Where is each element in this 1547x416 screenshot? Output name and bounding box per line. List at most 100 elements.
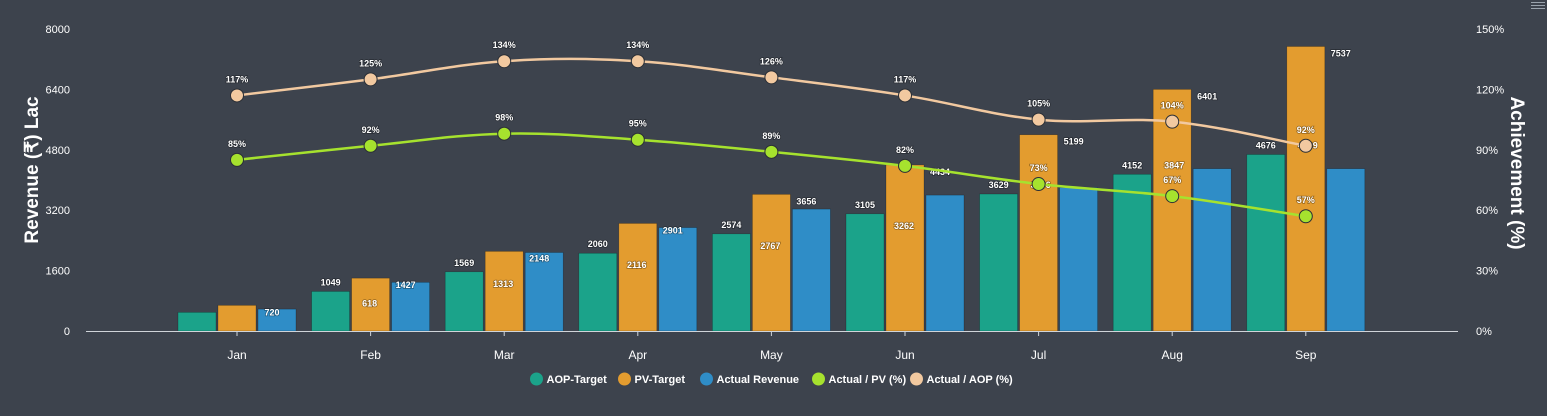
line-data-label: 95%: [629, 119, 647, 129]
bar-pv-target: [752, 194, 791, 332]
line-series-group: 85% 92% 98% 95% 89% 82% 73% 67% 57% 117% 125% 134% 1…: [225, 39, 1316, 224]
bar-aop-target: [444, 271, 484, 332]
bar-data-label: 3105: [855, 200, 875, 210]
bar-pv-target: [618, 223, 658, 332]
y2-tick-label: 120%: [1476, 84, 1504, 96]
bar-data-label: 2901: [663, 225, 683, 235]
line-data-label: 85%: [228, 139, 246, 149]
bar-data-label: 1569: [454, 258, 474, 268]
bar-data-label: 3629: [989, 180, 1009, 190]
x-tick-label: Jan: [227, 348, 246, 362]
line-point: [497, 126, 512, 141]
y2-tick-label: 60%: [1476, 205, 1498, 217]
x-tick-label: Apr: [628, 348, 647, 362]
bar-actual-revenue: [1326, 168, 1366, 332]
legend-item: PV-Target: [618, 372, 686, 386]
line-point: [898, 88, 912, 103]
bar-actual-revenue: [925, 194, 965, 332]
legend-marker: [700, 372, 713, 386]
y-tick-label: 0: [64, 326, 70, 338]
bar-actual-revenue: [524, 252, 564, 332]
line-point: [630, 54, 645, 69]
bar-actual-revenue: [1192, 168, 1232, 332]
bar-data-label: 6401: [1197, 91, 1217, 101]
y-axis-right: 0% 30% 60% 90% 120% 150%: [1476, 24, 1504, 338]
bar-aop-target: [712, 233, 751, 332]
line-point: [898, 158, 912, 173]
bar-data-label: 2060: [588, 239, 608, 249]
bar-data-label: 3656: [796, 196, 816, 206]
legend-label: Actual Revenue: [717, 374, 800, 386]
line-data-label: 125%: [359, 58, 382, 68]
legend-item: Actual / PV (%): [812, 372, 907, 386]
legend-label: AOP-Target: [547, 374, 608, 386]
legend-label: Actual / AOP (%): [927, 374, 1014, 386]
line-point: [1165, 189, 1180, 204]
bar-aop-target: [979, 193, 1018, 332]
bar-data-label: 2148: [529, 253, 549, 263]
line-data-label: 92%: [1297, 125, 1315, 135]
bar-aop-target: [311, 291, 350, 332]
legend-item: Actual Revenue: [700, 372, 800, 386]
y-tick-label: 1600: [46, 266, 70, 278]
bar-data-label: 7537: [1331, 48, 1351, 58]
legend-marker: [530, 372, 543, 386]
line-point: [764, 144, 779, 159]
bar-aop-target: [177, 312, 217, 332]
bar-aop-target: [578, 252, 618, 332]
line-point: [230, 152, 244, 167]
line-point: [1031, 177, 1046, 192]
y-tick-label: 6400: [46, 84, 70, 96]
legend-label: Actual / PV (%): [829, 374, 907, 386]
x-tick-label: Feb: [360, 348, 381, 362]
line-point: [764, 70, 779, 85]
y-axis-title-left: Revenue (₹) Lac: [22, 96, 43, 244]
x-tick-label: Jul: [1031, 348, 1046, 362]
line-data-label: 134%: [493, 40, 516, 50]
line-data-label: 104%: [1161, 101, 1184, 111]
y-tick-label: 4800: [46, 145, 70, 157]
y2-tick-label: 90%: [1476, 145, 1498, 157]
bar-data-label: 4434: [930, 167, 950, 177]
line-point: [630, 132, 645, 147]
line-point: [230, 88, 244, 103]
y2-tick-label: 150%: [1476, 24, 1504, 36]
x-tick-label: Jun: [895, 348, 914, 362]
bar-pv-target: [484, 251, 524, 332]
bar-data-label: 3262: [894, 221, 914, 231]
legend-marker: [910, 372, 923, 386]
bar-data-label: 2574: [721, 220, 741, 230]
bar-data-label: 618: [362, 298, 377, 308]
bar-actual-revenue: [792, 208, 831, 332]
legend: AOP-Target PV-Target Actual Revenue Actual …: [530, 372, 1014, 386]
bar-series-group: 1049 1569 2060 2574 3105 3629 4152 4676 720 1427 2…: [177, 46, 1366, 332]
legend-item: AOP-Target: [530, 372, 608, 386]
bar-data-label: 1313: [493, 279, 513, 289]
bar-data-label: 720: [264, 307, 279, 317]
line-point: [1298, 138, 1313, 153]
bar-data-label: 4676: [1256, 140, 1276, 150]
bar-data-label: 5199: [1064, 137, 1084, 147]
line-data-label: 57%: [1297, 195, 1315, 205]
bar-pv-target: [1152, 89, 1192, 332]
x-tick-label: May: [760, 348, 783, 362]
legend-item: Actual / AOP (%): [910, 372, 1014, 386]
bar-pv-target: [1286, 46, 1326, 332]
y2-tick-label: 30%: [1476, 266, 1498, 278]
y2-tick-label: 0%: [1476, 326, 1492, 338]
y-tick-label: 8000: [46, 24, 70, 36]
line-data-label: 92%: [362, 125, 380, 135]
bar-data-label: 4152: [1122, 160, 1142, 170]
legend-label: PV-Target: [635, 374, 686, 386]
y-axis-left: 0 1600 3200 4800 6400 8000: [46, 24, 70, 338]
x-tick-label: Mar: [494, 348, 515, 362]
x-tick-label: Aug: [1162, 348, 1183, 362]
line-data-label: 134%: [626, 40, 649, 50]
line-point: [363, 138, 378, 153]
chart-menu-icon[interactable]: [1531, 0, 1545, 10]
line-data-label: 126%: [760, 56, 783, 66]
bar-aop-target: [1112, 173, 1152, 332]
bar-pv-target: [1019, 134, 1058, 332]
bar-pv-target: [217, 305, 257, 332]
bar-data-label: 2767: [760, 241, 780, 251]
